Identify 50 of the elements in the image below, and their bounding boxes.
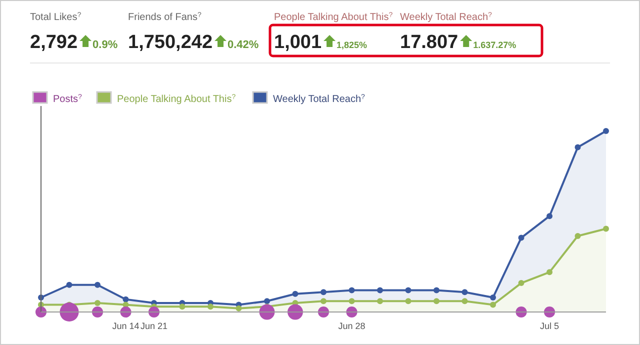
point [66, 282, 72, 288]
point [348, 287, 355, 294]
point [405, 298, 412, 304]
point [490, 302, 496, 308]
text: 0.9% [92, 39, 118, 51]
point [546, 213, 552, 220]
legend-label: People Talking About This$^{?}$ [117, 94, 236, 105]
point [603, 128, 609, 134]
text: People Talking About This$^{?}$ [274, 12, 393, 23]
legend-label: Posts$^{?}$ [53, 94, 82, 105]
point [603, 226, 609, 232]
point [462, 298, 468, 304]
point [377, 287, 383, 294]
text: Friends of Fans$^{?}$ [128, 12, 202, 23]
text: Total Likes$^{?}$ [30, 12, 82, 23]
point [208, 304, 214, 310]
x-tick-label: Jun 21 [140, 321, 168, 331]
text: 1,750,242 [128, 32, 213, 53]
text: 1,001 [274, 32, 322, 53]
point [236, 305, 242, 312]
point [434, 287, 440, 294]
text: 1,825% [336, 40, 368, 50]
point [518, 280, 524, 286]
point [546, 269, 552, 276]
text: 2,792 [30, 32, 78, 53]
point [94, 300, 100, 306]
point [179, 304, 186, 310]
point [405, 287, 412, 294]
point [292, 290, 298, 297]
point [462, 289, 468, 296]
x-tick-label: Jun 28 [338, 321, 366, 331]
text: 1.637.27% [473, 40, 516, 50]
point [320, 298, 326, 304]
point [574, 232, 581, 239]
point [574, 144, 581, 150]
x-tick-label: Jul 5 [540, 321, 560, 331]
point [264, 298, 270, 304]
point [518, 234, 524, 241]
point [348, 298, 355, 304]
point [490, 294, 496, 301]
point [122, 296, 129, 302]
legend-label: Weekly Total Reach$^{?}$ [273, 94, 366, 105]
point [434, 298, 440, 304]
x-tick-label: Jun 14 [112, 321, 140, 331]
point [320, 289, 326, 296]
text: Weekly Total Reach$^{?}$ [400, 12, 492, 23]
point [377, 298, 383, 304]
text: 0.42% [228, 39, 259, 51]
point [94, 282, 100, 288]
text: 17.807 [400, 32, 458, 53]
